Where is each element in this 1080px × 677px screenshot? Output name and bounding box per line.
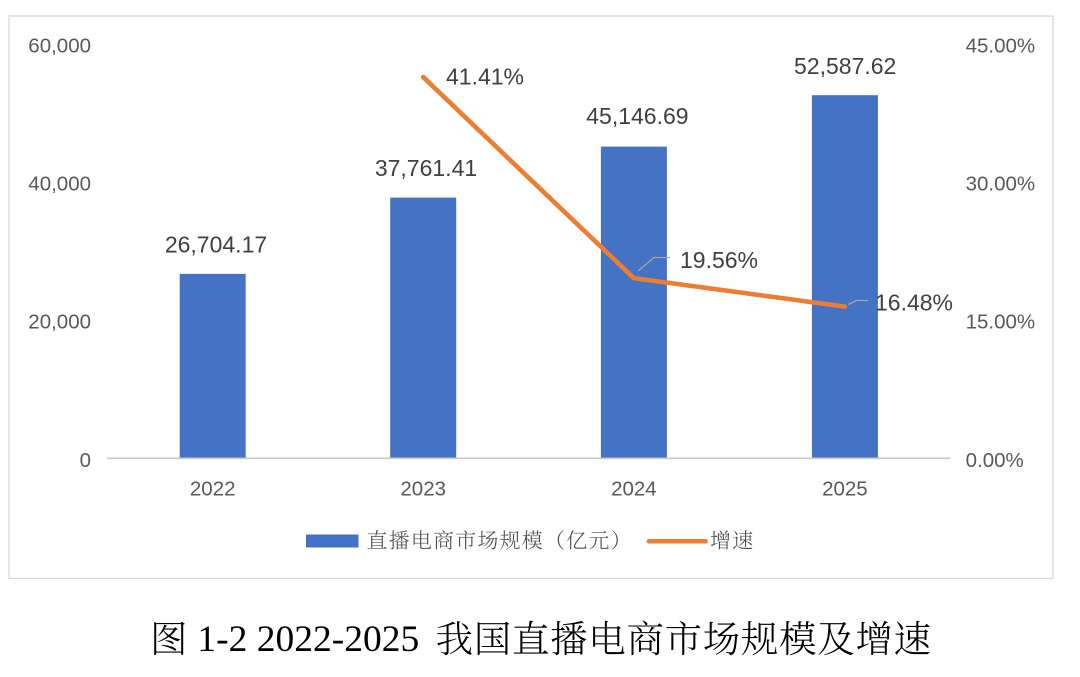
svg-text:2024: 2024 — [611, 478, 657, 501]
svg-text:30.00%: 30.00% — [966, 172, 1036, 195]
svg-text:2025: 2025 — [822, 478, 868, 501]
svg-text:1-2 2022-2025: 1-2 2022-2025 — [197, 619, 419, 660]
svg-text:40,000: 40,000 — [28, 172, 91, 195]
svg-text:0: 0 — [80, 449, 91, 472]
svg-text:45,146.69: 45,146.69 — [586, 103, 688, 129]
svg-text:26,704.17: 26,704.17 — [165, 231, 267, 257]
svg-text:2022: 2022 — [190, 478, 236, 501]
svg-text:16.48%: 16.48% — [875, 289, 953, 315]
svg-text:0.00%: 0.00% — [966, 449, 1024, 472]
svg-text:2023: 2023 — [400, 478, 446, 501]
svg-text:37,761.41: 37,761.41 — [375, 155, 477, 181]
svg-text:15.00%: 15.00% — [966, 310, 1036, 333]
svg-text:60,000: 60,000 — [28, 34, 91, 57]
svg-text:45.00%: 45.00% — [966, 34, 1036, 57]
svg-text:20,000: 20,000 — [28, 310, 91, 333]
svg-text:41.41%: 41.41% — [446, 64, 524, 90]
svg-text:19.56%: 19.56% — [680, 247, 758, 273]
svg-text:52,587.62: 52,587.62 — [794, 53, 896, 79]
